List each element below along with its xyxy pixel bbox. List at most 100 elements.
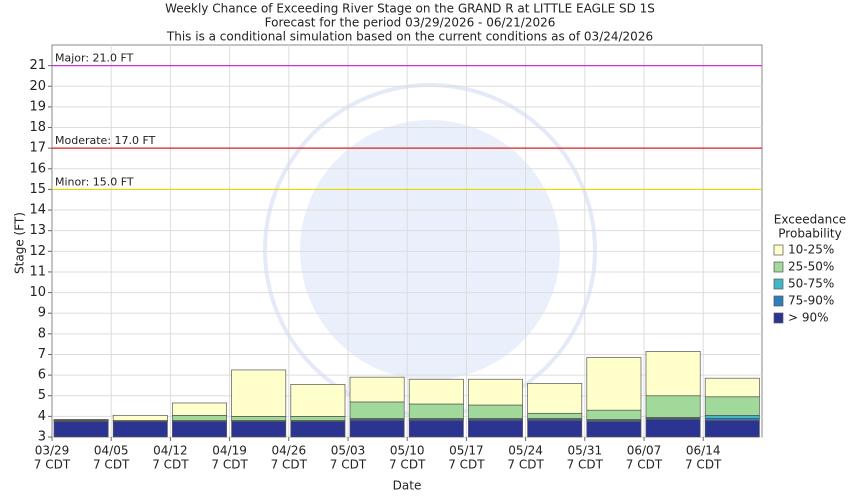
x-tick-sublabel: 7 CDT (685, 458, 722, 472)
x-tick-sublabel: 7 CDT (448, 458, 485, 472)
bar-segment (231, 416, 287, 421)
legend-label: > 90% (788, 311, 829, 325)
x-tick-sublabel: 7 CDT (271, 458, 308, 472)
bar-segment (645, 395, 701, 418)
bar-segment (586, 357, 642, 411)
bar-segment (645, 351, 701, 397)
bar-segment (527, 412, 583, 419)
bar-segment (172, 402, 227, 416)
bar-segment (586, 421, 642, 438)
legend-title: Probability (778, 227, 841, 241)
y-tick-label: 16 (29, 161, 46, 176)
title-line: Weekly Chance of Exceeding River Stage o… (165, 2, 655, 16)
bar-segment (704, 414, 760, 419)
x-axis-label: Date (393, 479, 422, 493)
y-tick-label: 9 (38, 306, 46, 321)
x-tick-sublabel: 7 CDT (93, 458, 130, 472)
x-tick-label: 05/10 (390, 444, 425, 458)
bar-segment (704, 377, 760, 398)
bar-segment (290, 421, 346, 438)
y-tick-label: 5 (38, 388, 46, 403)
bar-segment (586, 409, 642, 420)
bar-segment (112, 414, 168, 421)
y-tick-label: 12 (29, 244, 46, 259)
bar-segment (408, 403, 464, 419)
y-tick-label: 19 (29, 99, 46, 114)
legend-label: 25-50% (788, 260, 834, 274)
x-tick-label: 05/03 (331, 444, 366, 458)
flood-stage-label: Major: 21.0 FT (55, 52, 134, 65)
x-tick-label: 05/31 (568, 444, 603, 458)
flood-stage-label: Minor: 15.0 FT (55, 175, 134, 188)
bar-segment (349, 420, 405, 438)
y-tick-label: 21 (29, 58, 46, 73)
legend-swatch (773, 312, 784, 324)
bar-segment (645, 419, 701, 438)
y-tick-label: 13 (29, 223, 46, 238)
bar-segment (172, 414, 227, 421)
bar-segment (290, 416, 346, 421)
bar-segment (704, 396, 760, 416)
legend-label: 50-75% (788, 277, 834, 291)
bar-segment (527, 383, 583, 414)
x-tick-label: 04/19 (212, 444, 247, 458)
watermark (263, 83, 597, 417)
bar-segment (231, 421, 287, 438)
y-tick-label: 11 (29, 264, 46, 279)
x-tick-label: 04/26 (272, 444, 307, 458)
y-tick-label: 17 (29, 141, 46, 156)
y-tick-label: 15 (29, 182, 46, 197)
bar-segment (53, 419, 109, 421)
bar-segment (53, 421, 109, 438)
legend-swatch (773, 261, 784, 273)
legend-swatch (773, 278, 784, 290)
x-tick-sublabel: 7 CDT (389, 458, 426, 472)
bar-segment (290, 384, 346, 417)
y-axis-label: Stage (FT) (13, 212, 27, 274)
watermark-disc (300, 120, 560, 380)
title-line: Forecast for the period 03/29/2026 - 06/… (265, 16, 556, 30)
bar-segment (112, 421, 168, 438)
y-tick-label: 10 (29, 285, 46, 300)
x-tick-sublabel: 7 CDT (507, 458, 544, 472)
bar-segment (468, 420, 523, 438)
x-tick-label: 06/07 (627, 444, 662, 458)
bar-segment (408, 378, 464, 405)
y-tick-label: 18 (29, 120, 46, 135)
x-tick-label: 03/29 (35, 444, 70, 458)
bar-segment (704, 420, 760, 438)
x-tick-sublabel: 7 CDT (34, 458, 71, 472)
x-tick-sublabel: 7 CDT (152, 458, 189, 472)
x-tick-label: 04/12 (153, 444, 188, 458)
bar-segment (527, 420, 583, 438)
x-tick-sublabel: 7 CDT (330, 458, 367, 472)
legend-swatch (773, 295, 784, 307)
x-tick-label: 04/05 (94, 444, 129, 458)
y-tick-label: 20 (29, 79, 46, 94)
title-line: This is a conditional simulation based o… (166, 30, 653, 44)
x-tick-sublabel: 7 CDT (626, 458, 663, 472)
y-tick-label: 8 (38, 326, 46, 341)
legend-swatch (773, 244, 784, 256)
x-tick-sublabel: 7 CDT (211, 458, 248, 472)
x-tick-label: 05/17 (449, 444, 484, 458)
bar-segment (172, 421, 227, 438)
flood-stage-label: Moderate: 17.0 FT (55, 134, 156, 147)
legend-title: Exceedance (774, 213, 846, 227)
y-tick-label: 4 (38, 409, 46, 424)
x-tick-label: 06/14 (686, 444, 721, 458)
x-tick-sublabel: 7 CDT (567, 458, 604, 472)
x-tick-label: 05/24 (508, 444, 543, 458)
y-tick-label: 3 (38, 430, 46, 445)
bar-segment (231, 369, 287, 417)
legend-label: 75-90% (788, 294, 834, 308)
bar-segment (349, 401, 405, 419)
y-tick-label: 14 (29, 203, 46, 218)
y-tick-label: 7 (38, 347, 46, 362)
bar-segment (408, 420, 464, 438)
bar-segment (468, 378, 523, 406)
y-tick-label: 6 (38, 368, 46, 383)
bar-segment (468, 404, 523, 419)
legend-label: 10-25% (788, 243, 834, 257)
